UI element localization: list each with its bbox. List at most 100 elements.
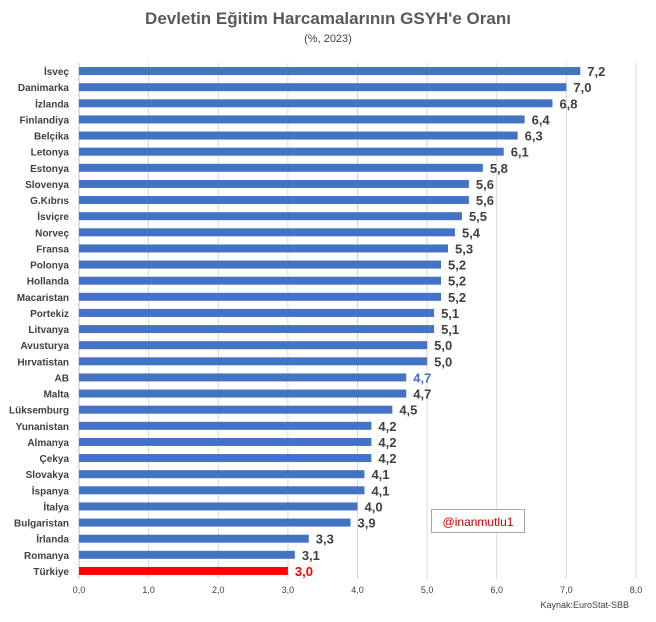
bar	[79, 486, 365, 495]
x-tick-label: 7,0	[560, 585, 573, 595]
data-label: 5,0	[434, 338, 452, 353]
category-label: Almanya	[27, 438, 69, 449]
category-label: İrlanda	[36, 533, 69, 546]
bar	[79, 502, 358, 511]
data-label: 5,6	[476, 177, 494, 192]
category-label: Türkiye	[33, 567, 69, 578]
category-label: Finlandiya	[20, 115, 70, 126]
bar	[79, 421, 372, 430]
bar	[79, 566, 288, 575]
data-label: 4,2	[378, 419, 396, 434]
source-note: Kaynak:EuroStat-SBB	[540, 600, 629, 610]
category-label: Estonya	[30, 164, 69, 175]
data-label: 4,1	[371, 483, 389, 498]
bar	[79, 99, 553, 108]
category-label: İtalya	[43, 500, 69, 513]
x-tick-label: 1,0	[142, 585, 155, 595]
bar	[79, 437, 372, 446]
data-label: 3,3	[316, 532, 334, 547]
category-label: Romanya	[24, 551, 69, 562]
category-label: Çekya	[40, 454, 70, 465]
data-label: 4,7	[413, 387, 431, 402]
data-label: 5,2	[448, 274, 466, 289]
bar	[79, 260, 442, 269]
bar	[79, 67, 581, 76]
data-label: 6,3	[525, 129, 543, 144]
data-label: 4,0	[365, 499, 383, 514]
category-label: İzlanda	[35, 97, 69, 110]
bar	[79, 373, 407, 382]
bar	[79, 212, 462, 221]
bar	[79, 292, 442, 301]
data-label: 5,6	[476, 193, 494, 208]
x-tick-label: 2,0	[212, 585, 225, 595]
category-label: Norveç	[35, 228, 69, 239]
chart-subtitle: (%, 2023)	[304, 33, 352, 45]
bar	[79, 163, 483, 172]
bar	[79, 179, 469, 188]
data-label: 3,0	[295, 564, 313, 579]
bar	[79, 115, 525, 124]
data-label: 5,2	[448, 258, 466, 273]
bar	[79, 147, 504, 156]
x-tick-label: 6,0	[490, 585, 503, 595]
data-label: 3,1	[302, 548, 320, 563]
data-label: 4,2	[378, 435, 396, 450]
category-label: Yunanistan	[16, 422, 69, 433]
bar	[79, 308, 435, 317]
bar	[79, 83, 567, 92]
category-label: İsveç	[44, 65, 69, 78]
category-label: Slovakya	[26, 470, 70, 481]
data-label: 4,2	[378, 451, 396, 466]
data-label: 5,5	[469, 209, 487, 224]
category-label: Slovenya	[25, 180, 69, 191]
x-tick-label: 3,0	[282, 585, 295, 595]
category-label: Hırvatistan	[17, 357, 69, 368]
bar	[79, 341, 428, 350]
category-label: İspanya	[32, 484, 70, 497]
data-label: 5,4	[462, 225, 481, 240]
bar	[79, 518, 351, 527]
bar	[79, 228, 455, 237]
category-label: Lüksemburg	[9, 406, 69, 417]
category-label: Belçika	[34, 132, 69, 143]
category-label: Danimarka	[18, 83, 70, 94]
category-label: Portekiz	[30, 309, 69, 320]
data-label: 5,1	[441, 306, 459, 321]
data-label: 5,0	[434, 354, 452, 369]
category-label: Litvanya	[28, 325, 69, 336]
category-label: Polonya	[30, 261, 69, 272]
category-label: Avusturya	[20, 341, 69, 352]
bar	[79, 131, 518, 140]
chart-title: Devletin Eğitim Harcamalarının GSYH'e Or…	[145, 9, 511, 28]
data-label: 3,9	[358, 516, 376, 531]
bar	[79, 550, 295, 559]
x-tick-label: 5,0	[421, 585, 434, 595]
data-label: 6,8	[559, 96, 577, 111]
bar	[79, 389, 407, 398]
watermark-badge: @inanmutlu1	[431, 509, 525, 533]
data-label: 4,1	[371, 467, 389, 482]
category-label: Macaristan	[17, 293, 69, 304]
data-label: 5,2	[448, 290, 466, 305]
bar	[79, 534, 309, 543]
bar	[79, 357, 428, 366]
data-label: 5,8	[490, 161, 508, 176]
data-label: 6,4	[532, 112, 551, 127]
bar	[79, 325, 435, 334]
bar	[79, 454, 372, 463]
bar	[79, 196, 469, 205]
x-tick-label: 8,0	[630, 585, 643, 595]
category-label: Letonya	[31, 148, 70, 159]
bar	[79, 470, 365, 479]
data-label: 6,1	[511, 145, 529, 160]
data-label: 4,5	[399, 403, 417, 418]
bar	[79, 244, 449, 253]
data-label: 4,7	[413, 370, 431, 385]
category-label: G.Kıbrıs	[30, 196, 69, 207]
bar	[79, 276, 442, 285]
bar	[79, 405, 393, 414]
x-tick-label: 0,0	[73, 585, 86, 595]
x-tick-label: 4,0	[351, 585, 364, 595]
